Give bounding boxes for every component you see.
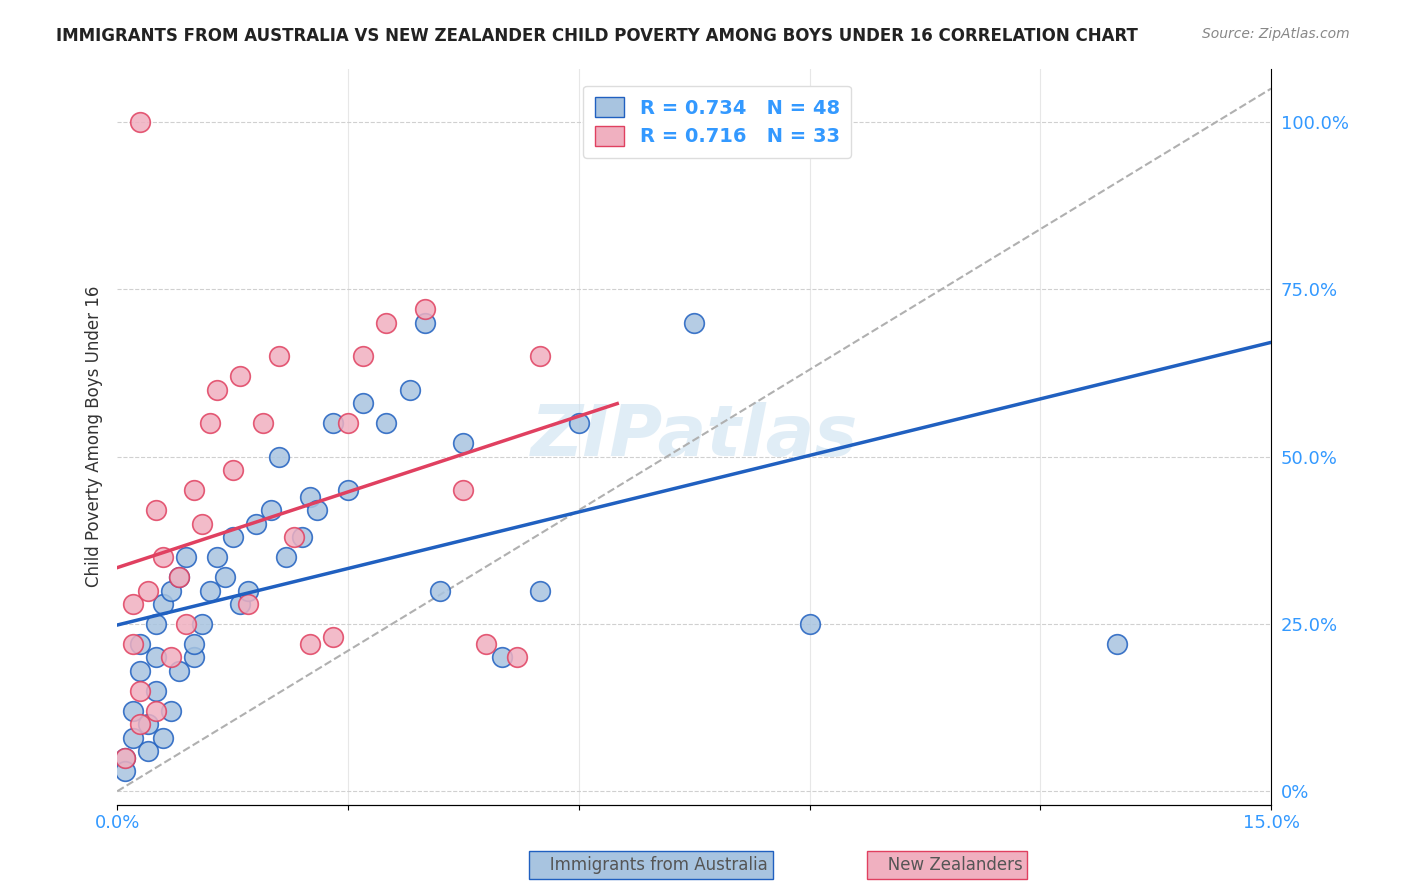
Point xyxy=(176,550,198,565)
Point xyxy=(298,490,321,504)
Point xyxy=(336,483,359,497)
Point xyxy=(336,416,359,430)
Point xyxy=(191,516,214,531)
Point xyxy=(475,637,498,651)
Text: New Zealanders: New Zealanders xyxy=(872,856,1022,874)
Point xyxy=(129,115,152,129)
Point xyxy=(183,650,205,665)
Text: Source: ZipAtlas.com: Source: ZipAtlas.com xyxy=(1202,27,1350,41)
Point xyxy=(267,450,290,464)
Text: Immigrants from Australia: Immigrants from Australia xyxy=(534,856,768,874)
Point xyxy=(491,650,513,665)
Point xyxy=(121,731,143,745)
Point xyxy=(152,731,174,745)
Point xyxy=(429,583,451,598)
Point xyxy=(413,316,436,330)
Point xyxy=(322,631,344,645)
Point xyxy=(114,751,136,765)
Point xyxy=(506,650,529,665)
Point xyxy=(114,764,136,779)
Point xyxy=(236,583,259,598)
Point xyxy=(205,550,228,565)
Point xyxy=(152,550,174,565)
Point xyxy=(129,684,152,698)
Point xyxy=(129,664,152,678)
Point xyxy=(229,369,252,384)
Point xyxy=(121,637,143,651)
Point xyxy=(145,617,167,632)
Point xyxy=(529,583,551,598)
Point xyxy=(136,717,159,731)
Point xyxy=(307,503,329,517)
Point xyxy=(191,617,214,632)
Point xyxy=(568,416,591,430)
Legend: R = 0.734   N = 48, R = 0.716   N = 33: R = 0.734 N = 48, R = 0.716 N = 33 xyxy=(583,86,851,158)
Point xyxy=(529,349,551,363)
Point xyxy=(221,530,243,544)
Point xyxy=(114,751,136,765)
Point xyxy=(245,516,267,531)
Point xyxy=(683,316,706,330)
Point xyxy=(1107,637,1129,651)
Point xyxy=(453,483,475,497)
Point xyxy=(205,383,228,397)
Point xyxy=(145,503,167,517)
Point xyxy=(183,637,205,651)
Point xyxy=(121,704,143,718)
Point xyxy=(276,550,298,565)
Point xyxy=(129,637,152,651)
Point xyxy=(322,416,344,430)
Point xyxy=(413,302,436,317)
Point xyxy=(198,416,221,430)
Point xyxy=(160,704,183,718)
Point xyxy=(283,530,305,544)
Point xyxy=(167,570,190,584)
Point xyxy=(352,349,374,363)
Point xyxy=(352,396,374,410)
Point xyxy=(160,650,183,665)
Point xyxy=(453,436,475,450)
Point xyxy=(291,530,314,544)
Point xyxy=(167,570,190,584)
Point xyxy=(398,383,420,397)
Point xyxy=(198,583,221,598)
Point xyxy=(160,583,183,598)
Point xyxy=(129,717,152,731)
Point xyxy=(221,463,243,477)
Point xyxy=(121,597,143,611)
Point xyxy=(236,597,259,611)
Text: IMMIGRANTS FROM AUSTRALIA VS NEW ZEALANDER CHILD POVERTY AMONG BOYS UNDER 16 COR: IMMIGRANTS FROM AUSTRALIA VS NEW ZEALAND… xyxy=(56,27,1137,45)
Point xyxy=(799,617,821,632)
Text: ZIPatlas: ZIPatlas xyxy=(530,402,858,471)
Point xyxy=(145,704,167,718)
Point xyxy=(145,650,167,665)
Point xyxy=(136,744,159,758)
Point xyxy=(298,637,321,651)
Point xyxy=(145,684,167,698)
Point xyxy=(176,617,198,632)
Point xyxy=(167,664,190,678)
Point xyxy=(152,597,174,611)
Point xyxy=(229,597,252,611)
Point xyxy=(252,416,274,430)
Point xyxy=(260,503,283,517)
Point xyxy=(375,316,398,330)
Point xyxy=(267,349,290,363)
Point xyxy=(375,416,398,430)
Point xyxy=(136,583,159,598)
Point xyxy=(183,483,205,497)
Point xyxy=(214,570,236,584)
Y-axis label: Child Poverty Among Boys Under 16: Child Poverty Among Boys Under 16 xyxy=(86,286,103,587)
